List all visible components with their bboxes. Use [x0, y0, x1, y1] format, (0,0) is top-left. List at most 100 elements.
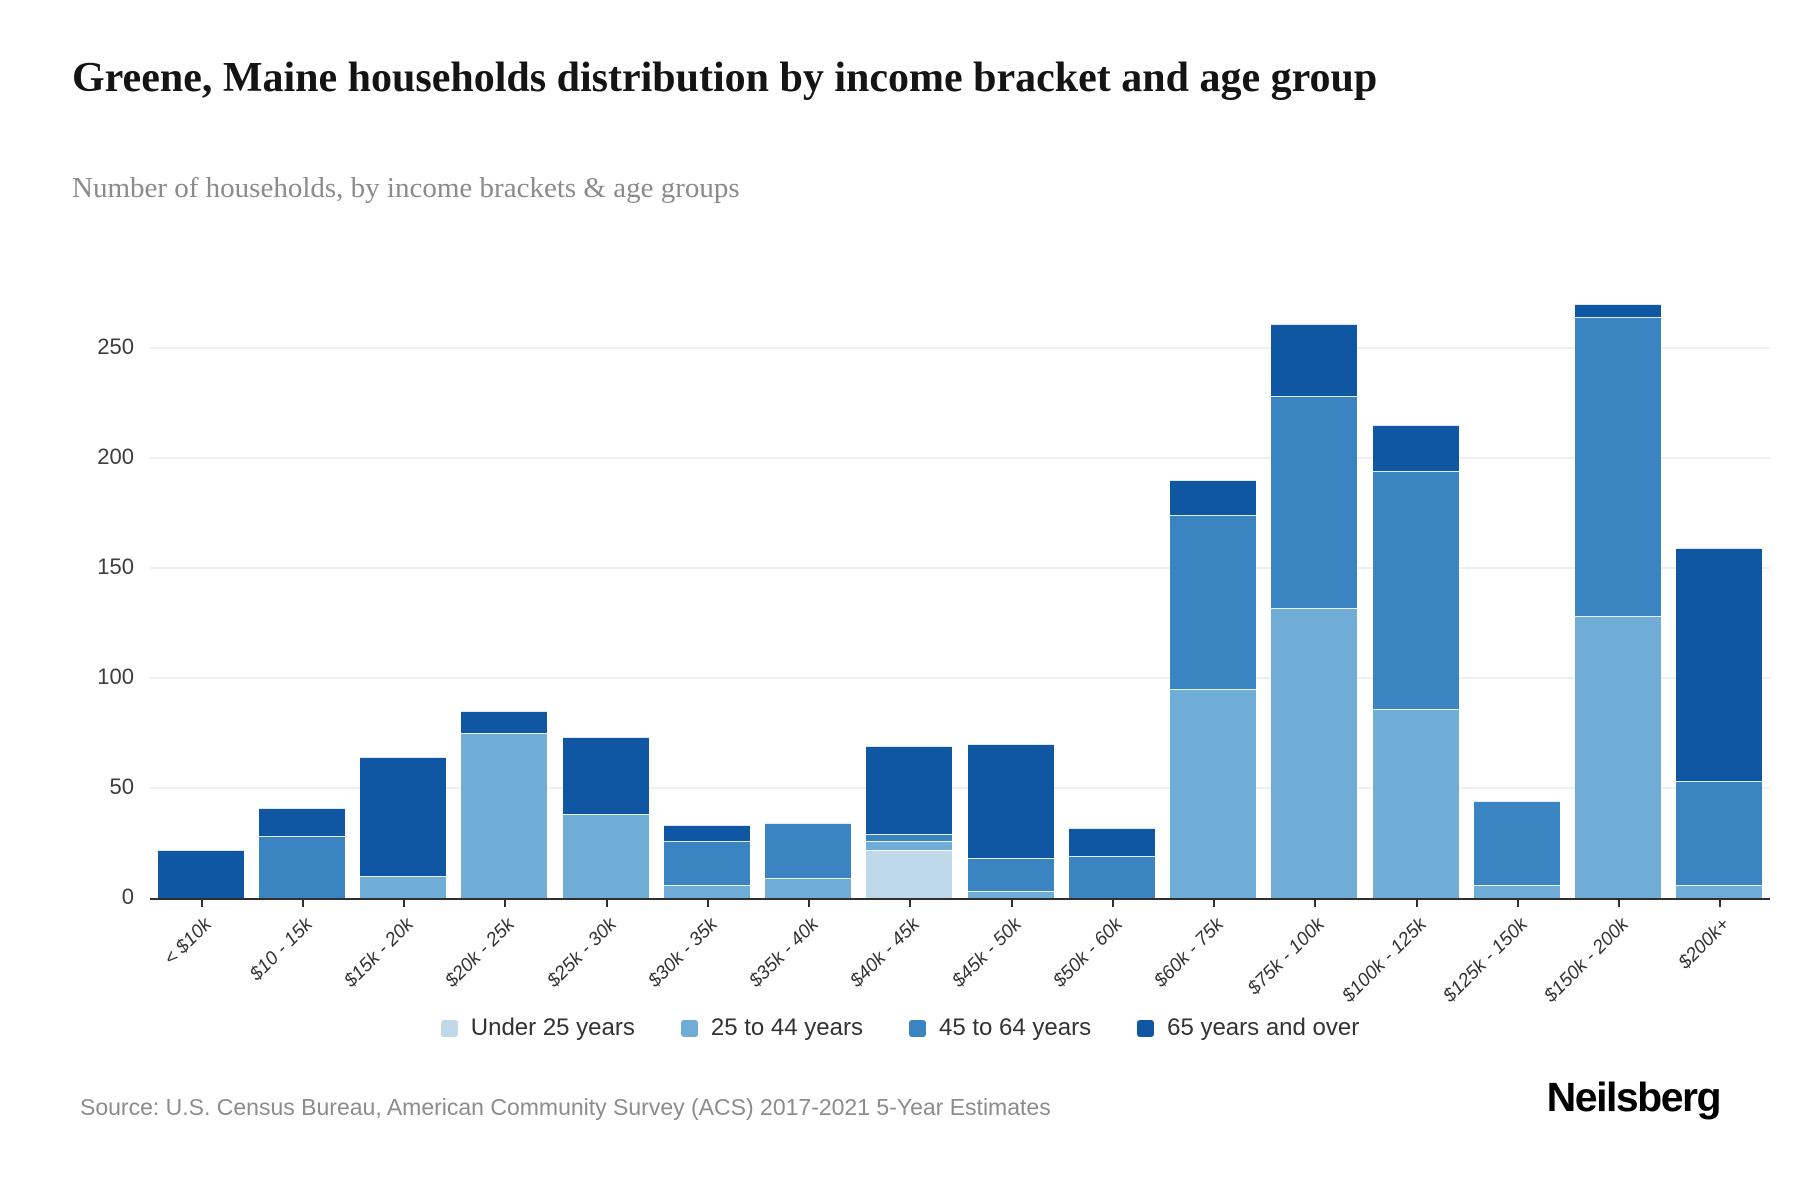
gridline [150, 787, 1770, 789]
bar-segment[interactable] [1170, 689, 1257, 898]
stacked-bar [1068, 827, 1155, 898]
x-axis-tick [200, 900, 203, 907]
bar-slot-35k-40k: $35k - 40k [745, 268, 859, 992]
bar-segment[interactable] [1372, 425, 1459, 472]
stacked-bar [157, 849, 244, 898]
stacked-bar [1271, 323, 1358, 898]
bar-segment[interactable] [1170, 515, 1257, 689]
legend-label: 25 to 44 years [710, 1014, 863, 1041]
x-axis-label: $15k - 20k [340, 914, 418, 992]
bar-slot-15k-20k: $15k - 20k [340, 268, 454, 992]
bar-slot-100k-125k: $100k - 125k [1338, 268, 1466, 1007]
x-axis-tick [808, 900, 811, 907]
bar-segment[interactable] [1372, 708, 1459, 898]
bar-segment[interactable] [1473, 884, 1560, 898]
x-axis-tick [1719, 900, 1722, 907]
gridline [150, 457, 1770, 459]
bar-segment[interactable] [1068, 856, 1155, 898]
legend-label: Under 25 years [470, 1014, 635, 1041]
bar-segment[interactable] [663, 884, 750, 898]
bar-slot-75k-100k: $75k - 100k [1244, 268, 1365, 999]
bar-segment[interactable] [1271, 607, 1358, 898]
legend-swatch [908, 1019, 926, 1037]
plot-area: 0 50 100 150 200 250 < $10k $10 - 15k $15k - 20k… [97, 268, 1770, 1007]
y-axis-tick-label: 50 [109, 774, 134, 799]
bar-segment[interactable] [1271, 323, 1358, 397]
stacked-bar [1575, 304, 1662, 898]
x-axis-label: $100k - 125k [1337, 914, 1431, 1007]
bar-segment[interactable] [967, 891, 1054, 898]
bar-segment[interactable] [1676, 781, 1763, 885]
x-axis-tick [706, 900, 709, 907]
bar-segment[interactable] [866, 849, 953, 898]
bar-segment[interactable] [1575, 317, 1662, 617]
legend-swatch [680, 1019, 698, 1037]
bar-segment[interactable] [1676, 884, 1763, 898]
gridline [150, 677, 1770, 679]
bar-segment[interactable] [1575, 616, 1662, 898]
x-axis-label: $75k - 100k [1244, 914, 1330, 1000]
stacked-bar [461, 711, 548, 898]
bar-segment[interactable] [663, 840, 750, 885]
stacked-bar [562, 737, 649, 898]
bar-segment[interactable] [360, 757, 447, 876]
x-axis-tick [504, 900, 507, 907]
bar-segment[interactable] [562, 737, 649, 815]
bar-segment[interactable] [1575, 304, 1662, 318]
bar-segment[interactable] [258, 807, 345, 837]
bar-segment[interactable] [562, 814, 649, 898]
y-axis-tick-label: 100 [97, 664, 134, 689]
legend-label: 65 years and over [1167, 1014, 1360, 1041]
x-axis-tick [909, 900, 912, 907]
stacked-bar [1372, 425, 1459, 898]
bar-segment[interactable] [1372, 471, 1459, 709]
bar-slot-25k-30k: $25k - 30k [543, 268, 656, 992]
x-axis-label: $50k - 60k [1049, 914, 1127, 992]
bar-segment[interactable] [360, 876, 447, 898]
bar-slot-50k-60k: $50k - 60k [1049, 268, 1162, 992]
x-axis-label: $20k - 25k [441, 914, 520, 992]
bar-segment[interactable] [967, 858, 1054, 892]
legend-item-45-to-64-years[interactable]: 45 to 64 years [908, 1014, 1091, 1042]
x-axis-label: $10 - 15k [245, 914, 317, 985]
source-note: Source: U.S. Census Bureau, American Com… [80, 1094, 1051, 1120]
x-axis-label: $125k - 150k [1439, 914, 1532, 1007]
bar-slot-10-15k: $10 - 15k [246, 268, 352, 985]
bar-segment[interactable] [866, 840, 953, 850]
x-axis-label: $40k - 45k [846, 914, 925, 992]
bar-slot-150k-200k: $150k - 200k [1540, 268, 1669, 1007]
legend-swatch [440, 1019, 458, 1037]
bar-segment[interactable] [1676, 548, 1763, 782]
y-axis-tick-label: 150 [97, 554, 134, 579]
x-axis-tick [1213, 900, 1216, 907]
legend-item-under-25-years[interactable]: Under 25 years [440, 1014, 635, 1042]
bar-segment[interactable] [866, 834, 953, 841]
stacked-bar [765, 823, 852, 898]
y-axis-tick-label: 0 [121, 884, 134, 909]
bar-segment[interactable] [1068, 827, 1155, 857]
bar-segment[interactable] [157, 849, 244, 898]
bar-segment[interactable] [1473, 801, 1560, 885]
x-axis-tick [1010, 900, 1013, 907]
bar-segment[interactable] [1271, 396, 1358, 608]
bar-segment[interactable] [765, 823, 852, 879]
bar-segment[interactable] [663, 825, 750, 841]
bar-slot-45k-50k: $45k - 50k [948, 268, 1061, 992]
bar-slot-10k: < $10k [150, 268, 251, 970]
chart-subtitle: Number of households, by income brackets… [72, 172, 740, 204]
bar-segment[interactable] [1170, 480, 1257, 516]
bar-segment[interactable] [765, 878, 852, 898]
bar-segment[interactable] [461, 733, 548, 898]
x-axis-tick [301, 900, 304, 907]
legend-item-65-years-and-over[interactable]: 65 years and over [1137, 1014, 1359, 1042]
bar-segment[interactable] [461, 711, 548, 733]
x-axis-tick [605, 900, 608, 907]
x-axis-label: $200k+ [1674, 914, 1735, 974]
bar-slot-20k-25k: $20k - 25k [442, 268, 555, 992]
bar-segment[interactable] [258, 836, 345, 898]
x-axis-tick [403, 900, 406, 907]
legend-item-25-to-44-years[interactable]: 25 to 44 years [680, 1014, 863, 1042]
stacked-bar [866, 746, 953, 898]
bar-segment[interactable] [866, 746, 953, 835]
bar-segment[interactable] [967, 744, 1054, 859]
